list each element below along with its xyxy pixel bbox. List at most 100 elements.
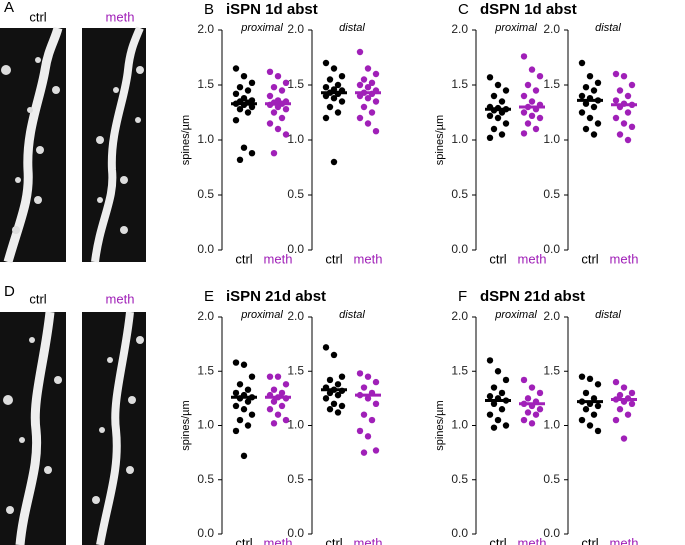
dot: [594, 79, 602, 87]
dot: [520, 416, 528, 424]
dot: [486, 357, 494, 364]
dot: [232, 402, 240, 410]
dot: [498, 109, 506, 116]
dot: [502, 376, 510, 384]
panel-title: dSPN 1d abst: [480, 1, 577, 18]
panel-title: iSPN 1d abst: [226, 1, 318, 18]
dot: [270, 109, 278, 116]
dot: [356, 427, 364, 435]
dot: [356, 92, 364, 100]
dot: [240, 361, 248, 368]
dot: [278, 402, 286, 410]
dot: [236, 84, 244, 91]
dot: [590, 411, 598, 418]
dot: [364, 84, 372, 91]
dot: [248, 373, 256, 380]
y-tick-label: 0.5: [451, 472, 468, 486]
dot: [274, 103, 282, 111]
dot: [594, 427, 602, 435]
x-tick-label: meth: [354, 251, 383, 266]
y-tick-label: 0.0: [543, 242, 560, 256]
x-tick-label: meth: [610, 251, 639, 266]
dot: [528, 420, 536, 427]
dot: [274, 373, 282, 380]
dot: [356, 81, 364, 89]
panel-title: dSPN 21d abst: [480, 288, 585, 305]
dot: [270, 150, 278, 157]
dendrite: [3, 26, 63, 264]
subtitle: proximal: [494, 309, 537, 321]
dot: [326, 406, 334, 413]
dot: [244, 398, 252, 405]
dot: [494, 114, 502, 122]
dot: [282, 381, 290, 388]
dot: [612, 378, 620, 386]
dot: [590, 131, 598, 138]
dot: [590, 395, 598, 402]
dot: [244, 422, 252, 429]
image-label: ctrl: [29, 291, 46, 306]
dot: [322, 395, 330, 402]
spines: [1, 57, 60, 234]
y-tick-label: 0.0: [451, 526, 468, 540]
dot: [274, 125, 282, 133]
dendrite: [15, 311, 55, 545]
dot: [536, 73, 544, 80]
dot: [248, 411, 256, 418]
x-tick-label: meth: [518, 535, 547, 545]
y-tick-label: 1.0: [197, 418, 214, 432]
dot: [368, 79, 376, 87]
dot: [578, 373, 586, 380]
dot: [330, 351, 338, 359]
dot: [582, 389, 590, 397]
dot: [486, 134, 494, 141]
dot: [240, 406, 248, 413]
dot: [372, 98, 380, 105]
dot: [266, 373, 274, 380]
spines: [92, 336, 144, 504]
panel-letter: C: [458, 1, 469, 18]
x-tick-label: ctrl: [235, 535, 252, 545]
dot: [330, 400, 338, 407]
dot: [330, 65, 338, 72]
y-tick-label: 1.5: [543, 363, 560, 377]
dot: [232, 65, 240, 72]
dot: [266, 92, 274, 100]
dot: [232, 359, 240, 366]
y-tick-label: 1.0: [451, 418, 468, 432]
dot: [586, 114, 594, 122]
dot: [232, 90, 240, 98]
dot: [498, 131, 506, 138]
y-tick-label: 0.5: [543, 187, 560, 201]
x-tick-label: ctrl: [235, 251, 252, 266]
y-axis-label: spines/µm: [434, 400, 446, 450]
dot: [590, 87, 598, 94]
dot: [578, 109, 586, 116]
dot: [502, 422, 510, 429]
dot: [624, 109, 632, 116]
dot: [274, 411, 282, 418]
dot: [326, 376, 334, 384]
subtitle: proximal: [494, 22, 537, 34]
image-label: meth: [106, 291, 135, 306]
y-tick-label: 2.0: [451, 22, 468, 36]
dot: [326, 103, 334, 111]
dot: [486, 393, 494, 400]
dot: [244, 109, 252, 116]
y-axis-label: spines/µm: [180, 115, 192, 165]
dot: [372, 378, 380, 386]
x-tick-label: ctrl: [325, 251, 342, 266]
y-tick-label: 2.0: [543, 309, 560, 323]
y-tick-label: 2.0: [287, 309, 304, 323]
dot: [266, 120, 274, 127]
dot: [372, 400, 380, 407]
dot: [536, 389, 544, 397]
dot: [282, 106, 290, 113]
dot: [612, 114, 620, 122]
dot: [486, 112, 494, 120]
dot: [520, 92, 528, 100]
image-label: ctrl: [29, 9, 46, 24]
y-tick-label: 1.0: [543, 132, 560, 146]
dot: [244, 386, 252, 393]
